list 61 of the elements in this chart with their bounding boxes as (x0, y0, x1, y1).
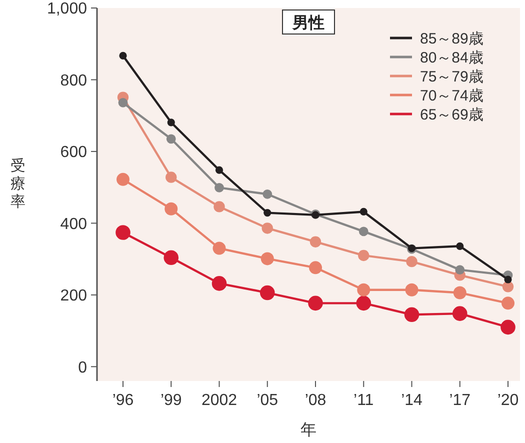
point (164, 250, 179, 266)
x-axis-title: 年 (300, 422, 316, 439)
y-tick-label: 600 (60, 144, 88, 162)
point (452, 306, 468, 321)
point (166, 134, 176, 144)
x-tick-label: ’05 (256, 392, 278, 409)
y-tick-label: 200 (60, 288, 88, 305)
point (358, 226, 368, 236)
point (455, 265, 465, 275)
legend-label: 70～74歳 (420, 87, 484, 104)
y-tick-label: 400 (60, 216, 88, 233)
point (502, 296, 514, 310)
point (264, 208, 272, 217)
point (116, 225, 130, 240)
point (212, 276, 227, 291)
point (164, 202, 178, 216)
y-tick-label: 0 (78, 359, 88, 376)
point (500, 320, 516, 335)
point (456, 242, 464, 250)
chart-title: 男性 (292, 14, 324, 32)
point (404, 307, 420, 322)
point (310, 236, 322, 248)
x-tick-label: ’99 (160, 392, 182, 409)
point (358, 250, 370, 262)
x-tick-label: ’08 (304, 392, 326, 409)
point (215, 166, 224, 174)
legend-label: 75～79歳 (420, 68, 484, 86)
point (262, 222, 273, 234)
x-tick-label: ’11 (354, 392, 374, 409)
point (406, 256, 418, 268)
y-tick-label: 1,000 (46, 0, 88, 18)
legend-label: 65～69歳 (420, 106, 484, 124)
point (214, 201, 225, 212)
point (166, 172, 177, 183)
x-tick-label: 2002 (201, 392, 238, 409)
point (504, 276, 512, 284)
point (260, 285, 275, 300)
point (214, 182, 224, 192)
point (119, 52, 127, 60)
point (502, 281, 514, 292)
point (118, 98, 128, 108)
point (453, 286, 466, 300)
y-tick-label: 800 (60, 72, 88, 90)
legend-label: 85～89歳 (420, 30, 484, 48)
point (405, 283, 418, 296)
point (260, 252, 274, 266)
x-tick-label: ’14 (401, 392, 423, 409)
y-axis-title: 受療率 (10, 158, 26, 210)
point (212, 242, 226, 255)
point (167, 118, 175, 126)
point (116, 172, 130, 186)
point (262, 189, 272, 199)
x-tick-label: ’17 (449, 392, 471, 409)
point (308, 296, 323, 311)
point (309, 261, 322, 274)
x-tick-label: ’20 (497, 392, 519, 409)
point (357, 283, 370, 296)
x-tick-label: ’96 (112, 392, 134, 409)
point (360, 208, 368, 216)
point (356, 296, 372, 311)
legend-label: 80～84歳 (420, 49, 484, 66)
